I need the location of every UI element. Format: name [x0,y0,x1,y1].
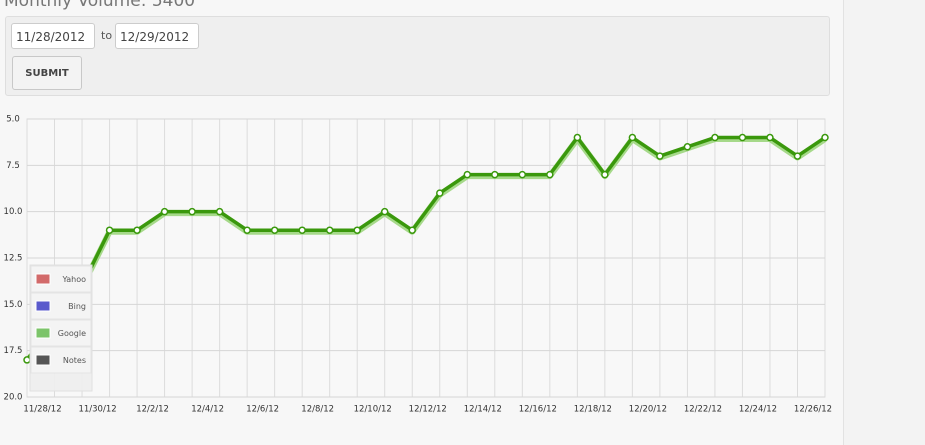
point [463,170,472,179]
y-tick-label: 20.0 [4,393,23,403]
y-tick-label: 5.0 [6,115,20,125]
side-panel [843,0,925,445]
x-tick-label: 12/18/12 [574,405,612,415]
line [25,135,826,361]
point [325,226,334,234]
legend-row [30,292,92,320]
y-tick-label: 15.0 [4,300,23,310]
x-tick-label: 12/10/12 [354,405,392,415]
legend-label: Yahoo [61,275,86,284]
point [243,226,251,234]
x-tick-label: 12/2/12 [136,405,169,415]
x-tick-label: 11/30/12 [78,405,116,415]
point [738,133,747,142]
legend-row [30,265,92,293]
submit-button[interactable]: SUBMIT [12,56,82,90]
separator: to [101,29,113,42]
point [601,170,609,179]
point [408,226,416,234]
point [436,189,444,197]
point [573,133,582,142]
point [491,170,499,179]
x-tick-label: 12/14/12 [464,405,502,415]
point [656,152,664,160]
point [160,207,169,216]
point [298,226,306,234]
point [380,207,389,216]
x-tick-label: 12/24/12 [739,405,777,415]
point [23,356,31,364]
point [711,133,719,142]
legend-label: Google [58,329,86,338]
legend-label: Bing [68,302,86,311]
point [821,133,829,142]
x-tick-label: 12/16/12 [519,405,557,415]
chart: 5.0 7.5 10.0 12.5 15.0 17.5 20.011/28/12 11/30/… [4,115,833,415]
x-tick-label: 12/12/12 [409,405,447,415]
point [353,226,361,234]
end-date-input[interactable]: 12/29/2012 [115,23,199,49]
legend-swatch [35,327,51,339]
date-form: 11/28/2012 to 12/29/2012 SUBMIT [5,16,830,96]
legend-swatch [35,300,51,312]
point [683,143,692,151]
x-tick-label: 12/20/12 [629,405,667,415]
point [215,207,224,216]
x-tick-label: 12/6/12 [246,405,279,415]
point [518,170,527,179]
point [105,226,114,234]
y-tick-label: 7.5 [6,161,20,171]
point [133,226,141,234]
page-title: Monthly Volume: 5400 [4,0,196,11]
point [793,152,802,160]
x-tick-label: 12/22/12 [684,405,722,415]
point [628,133,637,142]
legend-label: Notes [63,356,86,365]
x-tick-label: 12/4/12 [191,405,224,415]
x-tick-label: 11/28/12 [23,405,61,415]
x-tick-label: 12/26/12 [794,405,832,415]
point [546,170,554,179]
legend-swatch [35,354,51,366]
legend-swatch [35,273,51,285]
y-tick-label: 10.0 [4,207,23,217]
x-tick-label: 12/8/12 [301,405,334,415]
y-tick-label: 12.5 [4,254,23,264]
point [270,226,279,234]
start-date-input[interactable]: 11/28/2012 [11,23,95,49]
legend: Yahoo Bing Google Notes [29,264,93,392]
point [188,207,196,216]
y-tick-label: 17.5 [4,346,23,356]
point [766,133,774,142]
